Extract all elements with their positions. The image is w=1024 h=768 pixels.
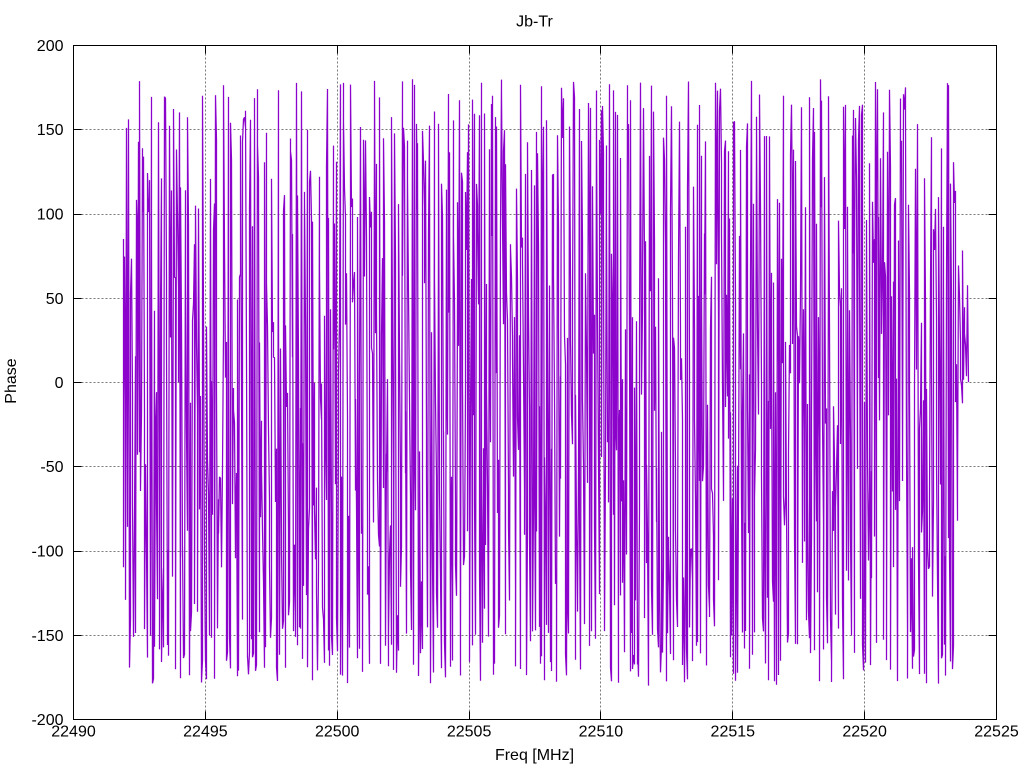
svg-text:200: 200: [37, 38, 64, 55]
svg-text:-50: -50: [40, 459, 63, 476]
svg-text:0: 0: [55, 375, 64, 392]
svg-text:Freq [MHz]: Freq [MHz]: [495, 747, 574, 764]
svg-text:22510: 22510: [579, 724, 624, 741]
svg-text:150: 150: [37, 122, 64, 139]
svg-text:-100: -100: [31, 544, 63, 561]
svg-text:-200: -200: [31, 712, 63, 729]
svg-text:22525: 22525: [974, 724, 1019, 741]
svg-text:Jb-Tr: Jb-Tr: [516, 14, 553, 31]
svg-text:22515: 22515: [711, 724, 756, 741]
svg-text:50: 50: [46, 291, 64, 308]
svg-text:22500: 22500: [315, 724, 360, 741]
svg-text:22490: 22490: [51, 724, 96, 741]
svg-text:-150: -150: [31, 628, 63, 645]
svg-text:22505: 22505: [447, 724, 492, 741]
svg-text:22495: 22495: [183, 724, 228, 741]
svg-text:Phase: Phase: [3, 358, 20, 403]
svg-text:100: 100: [37, 207, 64, 224]
svg-text:22520: 22520: [842, 724, 887, 741]
